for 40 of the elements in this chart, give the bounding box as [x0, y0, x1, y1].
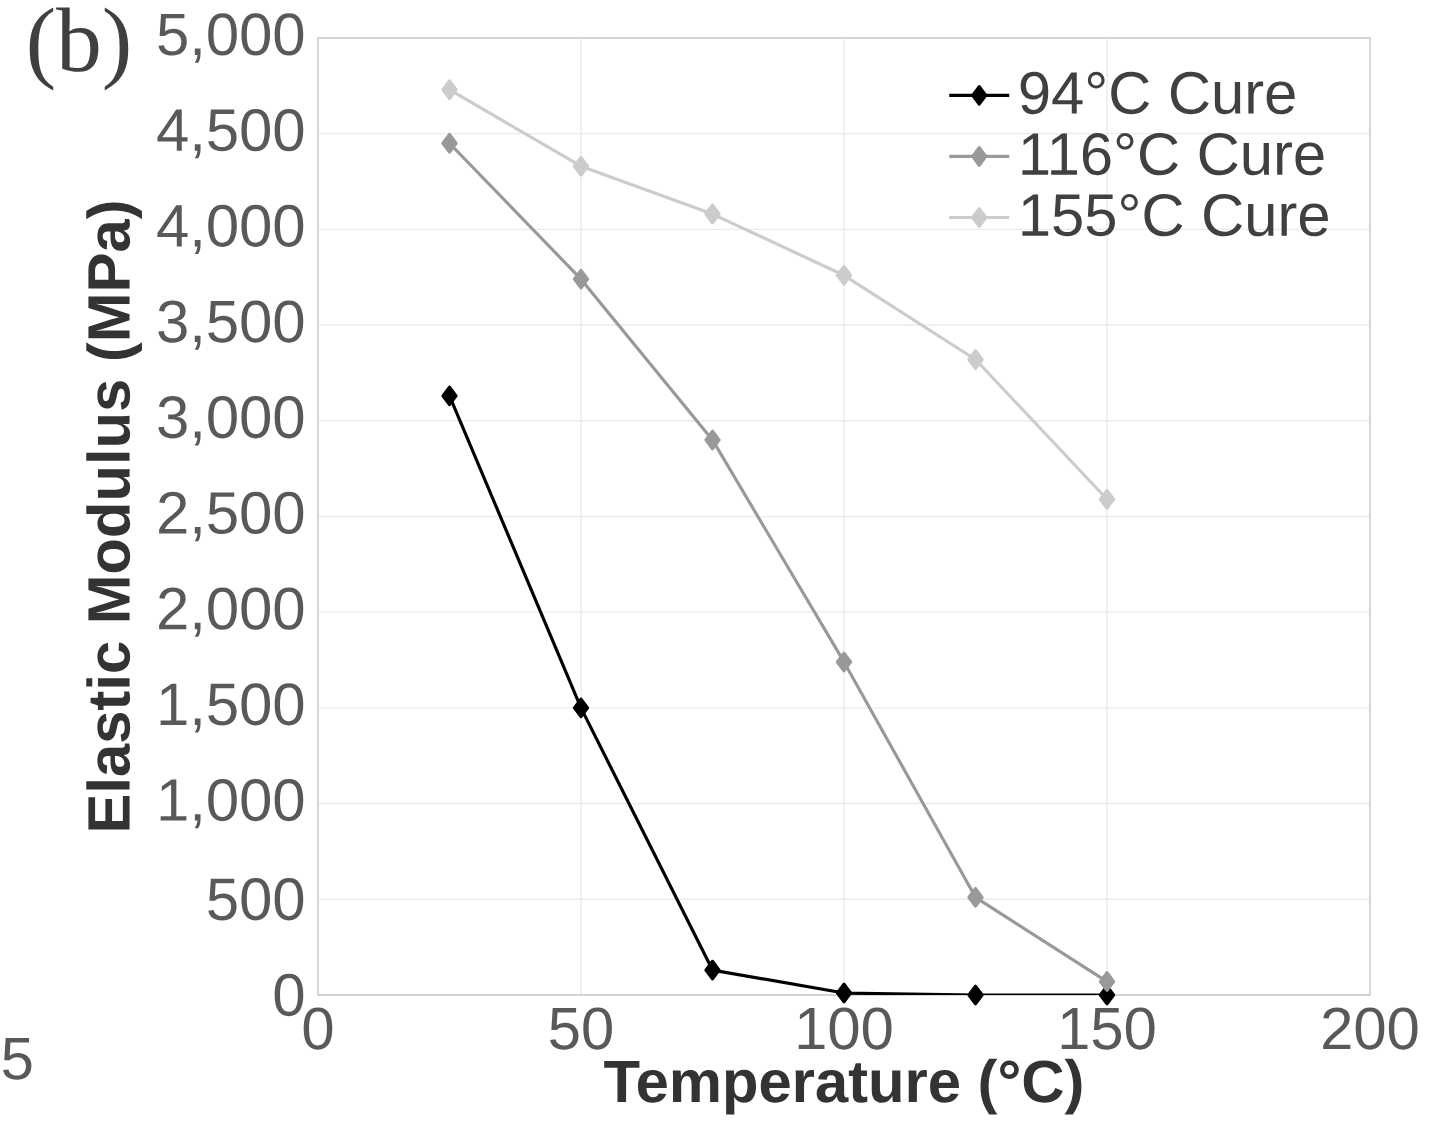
point	[835, 982, 853, 1004]
y-tick-label: 4,500	[157, 109, 304, 159]
x-tick-label: 100	[798, 1007, 892, 1050]
point	[441, 79, 458, 101]
y-tick-label: 500	[208, 878, 304, 921]
legend-label: 116°C Cure	[1022, 132, 1324, 176]
point	[835, 651, 853, 673]
x-tick-label: 50	[550, 1007, 612, 1050]
point	[1098, 488, 1116, 510]
point	[441, 132, 458, 154]
point	[704, 203, 721, 225]
point	[1098, 971, 1116, 992]
y-tick-label: 2,000	[159, 587, 304, 637]
text: 5	[3, 1038, 32, 1080]
x-tick-label: 200	[1323, 1007, 1418, 1050]
y-tick-label: 3,000	[158, 396, 304, 446]
legend-label: 155°C Cure	[1022, 193, 1328, 237]
y-tick-label: 5,000	[158, 13, 304, 63]
y-tick-label: 1,500	[160, 683, 304, 733]
y-tick-label: 4,000	[157, 204, 304, 255]
legend-label: 94°C Cure	[1020, 71, 1295, 115]
point	[967, 887, 984, 908]
point	[967, 349, 984, 370]
x-tick-label: 150	[1061, 1007, 1155, 1050]
y-tick-label: 2,500	[159, 491, 304, 542]
point	[704, 959, 721, 981]
y-tick-label: 0	[274, 973, 304, 1017]
y-tick-label: 1,000	[160, 778, 304, 829]
text: (b)	[29, 7, 129, 91]
y-axis-title: Elastic Modulus (MPa)	[86, 202, 142, 830]
point	[441, 385, 458, 407]
point	[572, 268, 590, 290]
point	[704, 429, 721, 451]
x-axis-title: Temperature (°C)	[604, 1058, 1082, 1115]
point	[572, 155, 590, 177]
point	[572, 697, 590, 719]
point	[967, 984, 984, 1006]
y-tick-label: 3,500	[158, 300, 304, 350]
x-tick-label: 0	[303, 1007, 333, 1050]
point	[835, 264, 853, 286]
